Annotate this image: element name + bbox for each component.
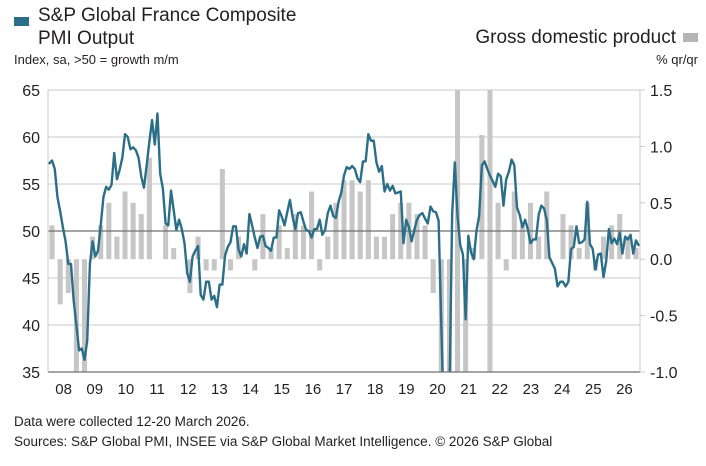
svg-text:55: 55 bbox=[22, 177, 40, 194]
svg-text:45: 45 bbox=[22, 271, 40, 288]
svg-text:16: 16 bbox=[304, 381, 321, 398]
svg-text:26: 26 bbox=[616, 381, 633, 398]
x-axis-labels: 08 09 10 11 12 13 14 15 16 17 18 19 20 21 22 23 24 25 26 bbox=[55, 381, 633, 398]
chart-plot-area: 35 40 45 50 55 60 65 -1.0 -0.5 0.0 0.5 1.0 1.5 08 09… bbox=[22, 83, 678, 398]
svg-text:21: 21 bbox=[460, 381, 477, 398]
svg-text:35: 35 bbox=[22, 365, 40, 382]
svg-text:08: 08 bbox=[55, 381, 72, 398]
svg-text:0.0: 0.0 bbox=[650, 252, 672, 269]
svg-text:20: 20 bbox=[429, 381, 446, 398]
svg-text:11: 11 bbox=[149, 381, 165, 398]
svg-text:13: 13 bbox=[211, 381, 228, 398]
svg-text:60: 60 bbox=[22, 130, 40, 147]
chart-footer: Data were collected 12-20 March 2026. So… bbox=[14, 412, 704, 452]
svg-text:40: 40 bbox=[22, 318, 40, 335]
svg-text:15: 15 bbox=[273, 381, 290, 398]
svg-text:50: 50 bbox=[22, 224, 40, 241]
svg-text:0.5: 0.5 bbox=[650, 196, 672, 213]
chart-title-line2: PMI Output bbox=[38, 28, 135, 49]
svg-text:-1.0: -1.0 bbox=[650, 365, 678, 382]
chart-canvas: 35 40 45 50 55 60 65 -1.0 -0.5 0.0 0.5 1.0 1.5 08 09… bbox=[22, 83, 678, 398]
left-axis-subtitle: Index, sa, >50 = growth m/m bbox=[14, 52, 179, 67]
svg-text:1.5: 1.5 bbox=[650, 83, 672, 100]
left-axis-labels: 35 40 45 50 55 60 65 bbox=[22, 83, 40, 382]
svg-text:18: 18 bbox=[367, 381, 384, 398]
pmi-legend-swatch bbox=[14, 10, 29, 33]
footer-sources: Sources: S&P Global PMI, INSEE via S&P G… bbox=[14, 434, 553, 449]
gdp-legend-label: Gross domestic product bbox=[475, 27, 676, 48]
gdp-legend-title: Gross domestic product bbox=[475, 27, 698, 49]
svg-text:14: 14 bbox=[242, 381, 259, 398]
svg-text:25: 25 bbox=[585, 381, 602, 398]
svg-text:-0.5: -0.5 bbox=[650, 309, 678, 326]
footer-collection-note: Data were collected 12-20 March 2026. bbox=[14, 414, 250, 429]
pmi-legend-title: S&P Global France Composite PMI Output bbox=[14, 4, 394, 50]
right-axis-subtitle: % qr/qr bbox=[656, 52, 698, 67]
svg-text:10: 10 bbox=[118, 381, 135, 398]
svg-text:1.0: 1.0 bbox=[650, 139, 672, 156]
chart-header: S&P Global France Composite PMI Output I… bbox=[0, 0, 706, 78]
gdp-legend-swatch bbox=[683, 27, 698, 49]
svg-text:23: 23 bbox=[523, 381, 540, 398]
svg-text:17: 17 bbox=[336, 381, 353, 398]
svg-text:19: 19 bbox=[398, 381, 415, 398]
right-axis-labels: -1.0 -0.5 0.0 0.5 1.0 1.5 bbox=[640, 83, 678, 382]
svg-text:22: 22 bbox=[491, 381, 508, 398]
svg-text:24: 24 bbox=[554, 381, 571, 398]
svg-text:12: 12 bbox=[180, 381, 197, 398]
pmi-line bbox=[48, 112, 640, 372]
svg-text:65: 65 bbox=[22, 83, 40, 100]
svg-text:09: 09 bbox=[86, 381, 103, 398]
chart-title-line1: S&P Global France Composite bbox=[38, 5, 297, 26]
axis-lines bbox=[47, 90, 641, 373]
